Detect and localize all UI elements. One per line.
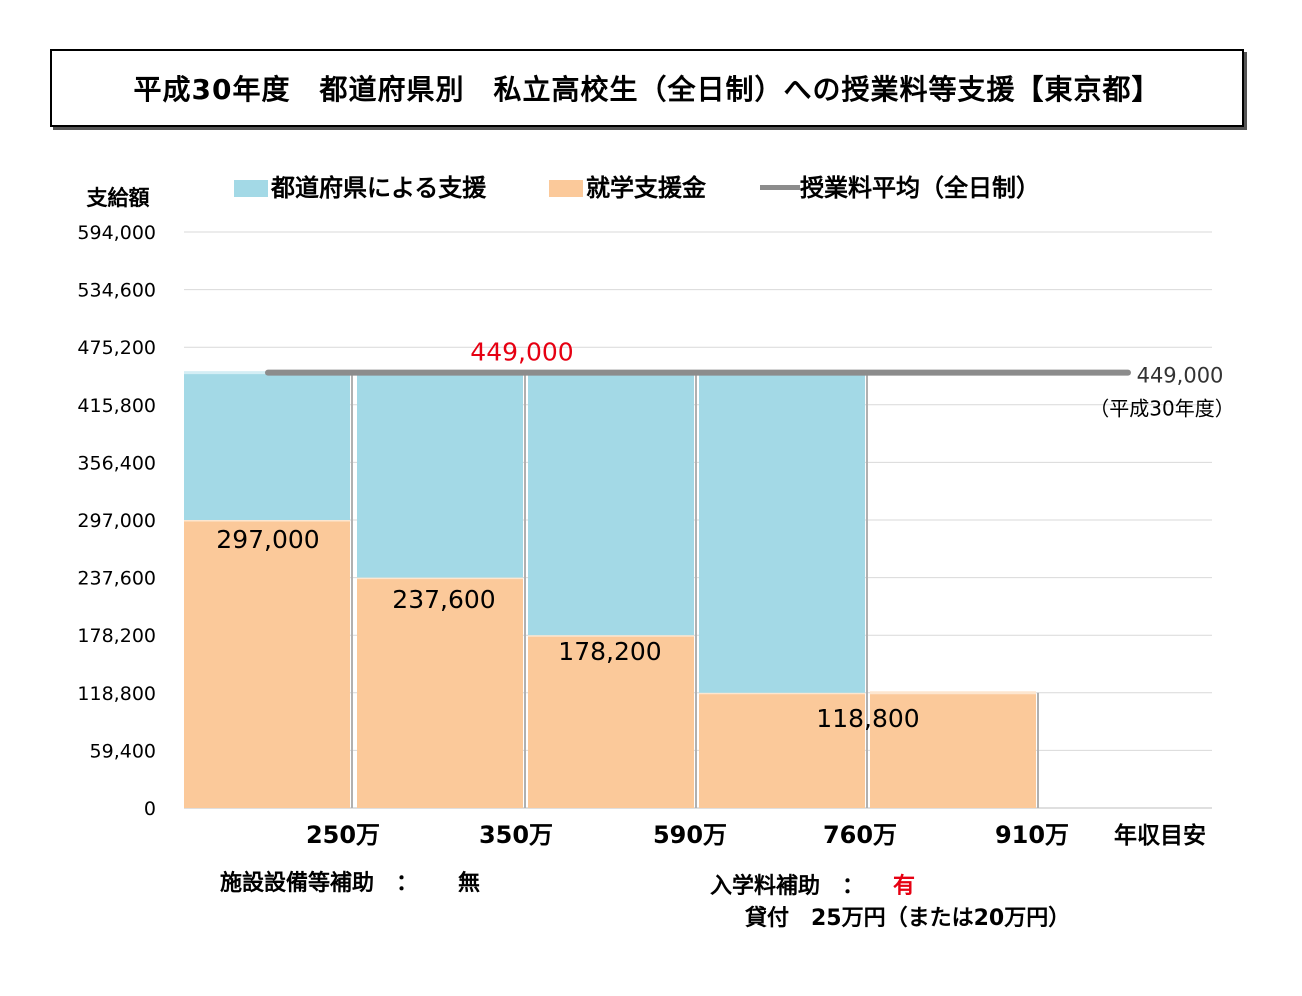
admission-label: 入学料補助 ： <box>710 873 864 899</box>
title-box: 平成30年度 都道府県別 私立高校生（全日制）への授業料等支援【東京都】 <box>50 49 1244 127</box>
average-right-label: 449,000 <box>1137 364 1224 388</box>
x-axis-label: 年収目安 <box>1114 822 1206 849</box>
average-line-group: 449,000 449,000 （平成30年度） <box>265 338 1235 421</box>
y-tick-label: 178,200 <box>77 625 156 647</box>
bar-value-label: 237,600 <box>392 585 495 614</box>
bar-value-label: 178,200 <box>558 637 661 666</box>
legend: 都道府県による支援 就学支援金 授業料平均（全日制） <box>234 174 1040 202</box>
legend-label-support: 就学支援金 <box>586 174 707 202</box>
facility-label: 施設設備等補助 ： <box>220 870 418 896</box>
bar-value-label: 297,000 <box>216 525 319 554</box>
legend-label-prefecture: 都道府県による支援 <box>270 174 487 202</box>
legend-swatch-average <box>760 185 800 190</box>
grid <box>184 231 1212 809</box>
x-tick-label: 760万 <box>823 821 897 849</box>
x-tick-label: 590万 <box>653 821 727 849</box>
x-tick-label: 250万 <box>306 821 380 849</box>
bar-prefecture <box>184 372 350 520</box>
y-tick-label: 534,600 <box>77 280 156 302</box>
y-axis-ticks: 594,000 534,600 475,200 415,800 356,400 297,0… <box>77 222 156 820</box>
bar-support <box>357 577 523 808</box>
x-axis-ticks: 250万 350万 590万 760万 910万 <box>306 821 1069 849</box>
y-axis-label: 支給額 <box>87 186 150 210</box>
y-tick-label: 594,000 <box>77 222 156 244</box>
legend-label-average: 授業料平均（全日制） <box>800 174 1040 202</box>
legend-swatch-support <box>549 180 583 197</box>
y-tick-label: 415,800 <box>77 395 156 417</box>
facility-value: 無 <box>458 870 480 896</box>
legend-swatch-prefecture <box>234 180 268 197</box>
bar-prefecture <box>357 372 523 578</box>
y-tick-label: 0 <box>144 798 156 820</box>
bar-support <box>870 692 1036 808</box>
bar-prefecture <box>528 372 694 636</box>
bar-prefecture <box>699 372 865 693</box>
y-tick-label: 118,800 <box>77 683 156 705</box>
y-tick-label: 237,600 <box>77 568 156 590</box>
y-tick-label: 297,000 <box>77 510 156 532</box>
bar-support <box>184 520 350 808</box>
chart-title: 平成30年度 都道府県別 私立高校生（全日制）への授業料等支援【東京都】 <box>133 73 1161 106</box>
x-tick-label: 910万 <box>995 821 1069 849</box>
average-top-label: 449,000 <box>470 338 573 367</box>
bar-support <box>699 692 865 808</box>
y-tick-label: 59,400 <box>90 740 156 762</box>
bar-support <box>528 635 694 808</box>
y-tick-label: 356,400 <box>77 452 156 474</box>
admission-value: 有 <box>893 873 915 899</box>
loan-text: 貸付 25万円（または20万円） <box>744 905 1070 931</box>
average-sub-label: （平成30年度） <box>1089 397 1234 421</box>
bars: 297,000 237,600 178,200 118,800 <box>184 371 1039 808</box>
y-tick-label: 475,200 <box>77 337 156 359</box>
x-tick-label: 350万 <box>479 821 553 849</box>
bar-value-label: 118,800 <box>816 704 919 733</box>
